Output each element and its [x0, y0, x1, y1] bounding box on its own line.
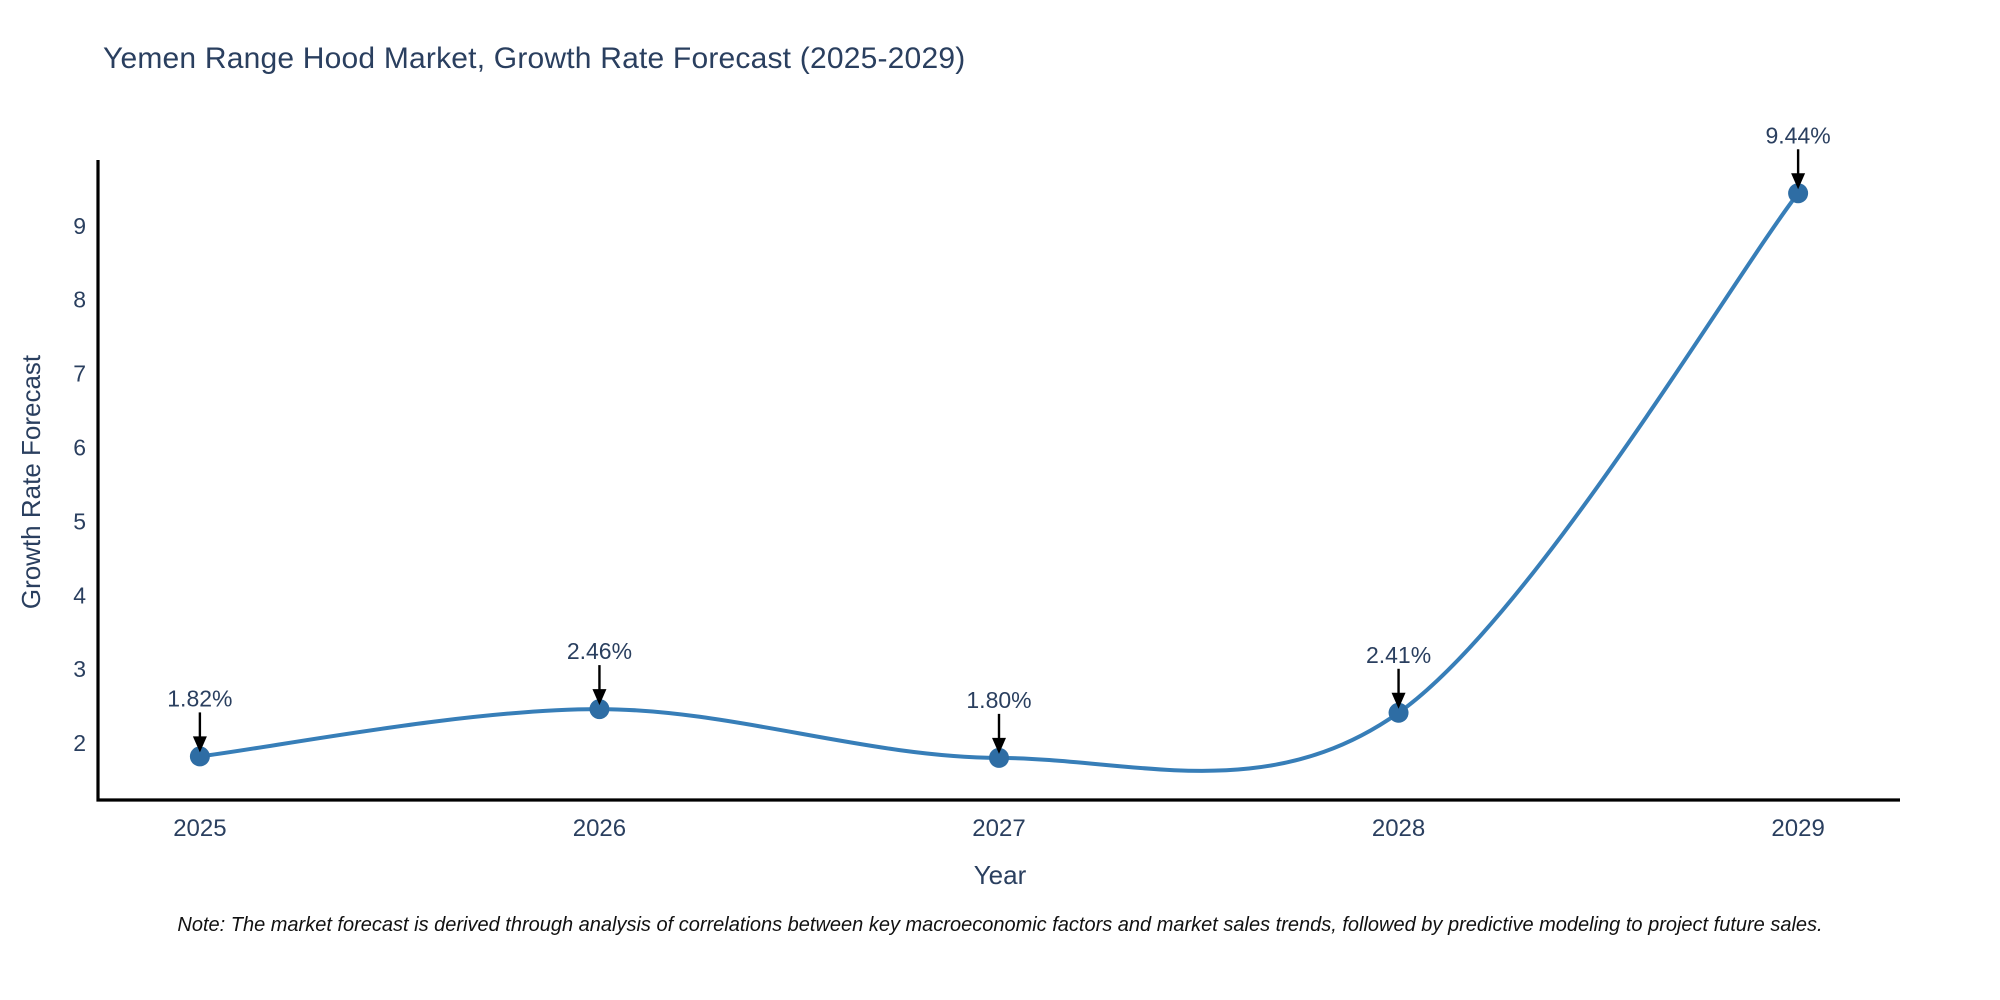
x-tick-label: 2025	[173, 815, 226, 842]
x-tick-label: 2028	[1372, 815, 1425, 842]
annotation-arrowhead	[192, 736, 207, 753]
y-tick-label: 7	[73, 361, 86, 387]
point-value-label: 2.41%	[1366, 642, 1431, 668]
y-tick-label: 4	[73, 582, 86, 608]
data-point[interactable]	[989, 747, 1009, 768]
data-point[interactable]	[589, 699, 610, 720]
footnote: Note: The market forecast is derived thr…	[177, 914, 1823, 936]
y-tick-label: 6	[73, 434, 86, 460]
y-tick-label: 3	[73, 656, 86, 682]
series-line	[197, 191, 1801, 773]
annotation-arrowhead	[992, 737, 1006, 754]
x-tick-label: 2029	[1771, 815, 1824, 842]
annotation-arrowhead	[1391, 692, 1406, 709]
x-tick-label: 2026	[573, 815, 626, 842]
point-value-label: 9.44%	[1766, 122, 1831, 148]
y-tick-label: 8	[73, 287, 86, 313]
data-point[interactable]	[1788, 183, 1809, 204]
y-tick-label: 2	[73, 730, 86, 756]
point-value-label: 1.82%	[167, 685, 232, 711]
data-point[interactable]	[189, 746, 210, 767]
x-axis-title: Year	[973, 860, 1027, 890]
y-tick-label: 9	[73, 213, 86, 239]
data-point[interactable]	[1388, 702, 1409, 723]
point-value-label: 1.80%	[966, 687, 1031, 713]
y-tick-label: 5	[73, 508, 86, 534]
chart-title: Yemen Range Hood Market, Growth Rate For…	[103, 42, 966, 75]
annotation-arrowhead	[1791, 173, 1806, 190]
x-tick-label: 2027	[972, 815, 1025, 842]
point-value-label: 2.46%	[567, 638, 632, 664]
axis-spines	[96, 160, 1900, 802]
annotation-arrowhead	[592, 689, 607, 706]
